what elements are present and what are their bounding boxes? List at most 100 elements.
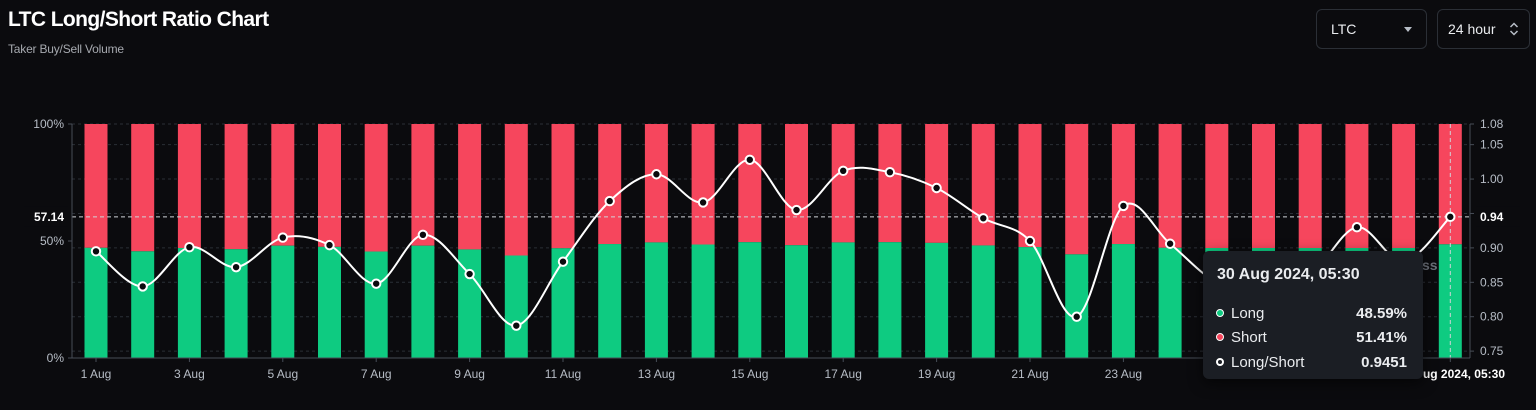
short-bar[interactable] bbox=[785, 124, 808, 246]
short-bar[interactable] bbox=[831, 124, 855, 243]
long-bar[interactable] bbox=[224, 249, 248, 358]
short-bar[interactable] bbox=[1392, 124, 1416, 249]
short-bar[interactable] bbox=[364, 124, 388, 252]
long-bar[interactable] bbox=[831, 242, 855, 358]
tooltip-row-long: Long 48.59% bbox=[1216, 303, 1407, 323]
long-bar[interactable] bbox=[1065, 254, 1089, 358]
x-axis-tick-label: 13 Aug bbox=[638, 367, 675, 381]
left-axis-tick-label: 0% bbox=[47, 351, 65, 365]
ratio-point[interactable] bbox=[931, 182, 942, 194]
ratio-point[interactable] bbox=[1118, 200, 1129, 212]
ratio-point[interactable] bbox=[1071, 311, 1082, 322]
ratio-point[interactable] bbox=[184, 241, 195, 253]
ratio-point[interactable] bbox=[744, 154, 755, 165]
short-bar[interactable] bbox=[84, 124, 108, 248]
short-bar[interactable] bbox=[971, 124, 995, 246]
ratio-point[interactable] bbox=[417, 229, 429, 241]
short-bar[interactable] bbox=[131, 124, 155, 252]
short-bar[interactable] bbox=[691, 124, 715, 245]
ratio-dot-icon bbox=[1216, 358, 1224, 366]
tooltip-ratio-value: 0.9451 bbox=[1361, 353, 1407, 371]
coin-select-value: LTC bbox=[1331, 21, 1357, 37]
long-bar[interactable] bbox=[504, 255, 528, 358]
long-bar[interactable] bbox=[318, 246, 341, 358]
long-bar[interactable] bbox=[131, 251, 155, 358]
ratio-point[interactable] bbox=[511, 320, 522, 331]
short-bar[interactable] bbox=[504, 124, 528, 256]
ratio-point[interactable] bbox=[604, 195, 615, 207]
x-axis-tick-label: 23 Aug bbox=[1105, 367, 1142, 381]
x-axis-tick-label: ug 2024, 05:30 bbox=[1423, 367, 1505, 381]
short-bar[interactable] bbox=[1158, 124, 1182, 248]
short-bar[interactable] bbox=[1205, 124, 1229, 249]
ratio-point[interactable] bbox=[1445, 211, 1456, 223]
ratio-point[interactable] bbox=[277, 232, 288, 243]
ratio-point[interactable] bbox=[1024, 235, 1036, 247]
long-bar[interactable] bbox=[458, 249, 482, 358]
short-bar[interactable] bbox=[1018, 124, 1042, 248]
ratio-point[interactable] bbox=[557, 256, 569, 267]
short-bar[interactable] bbox=[1111, 124, 1135, 245]
short-bar[interactable] bbox=[738, 124, 762, 243]
short-bar[interactable] bbox=[551, 124, 575, 249]
short-bar[interactable] bbox=[271, 124, 295, 246]
long-bar[interactable] bbox=[1158, 247, 1182, 358]
long-bar[interactable] bbox=[878, 242, 902, 358]
long-bar[interactable] bbox=[1018, 247, 1042, 358]
coin-select[interactable]: LTC bbox=[1316, 9, 1427, 49]
ratio-point[interactable] bbox=[884, 166, 896, 178]
long-bar[interactable] bbox=[971, 245, 995, 358]
tooltip-short-value: 51.41% bbox=[1356, 328, 1407, 346]
ratio-point[interactable] bbox=[651, 169, 662, 180]
short-bar[interactable] bbox=[1252, 124, 1275, 249]
short-bar[interactable] bbox=[224, 124, 248, 250]
x-axis-tick-label: 11 Aug bbox=[545, 367, 581, 381]
long-bar[interactable] bbox=[271, 245, 295, 358]
short-bar[interactable] bbox=[878, 124, 902, 243]
period-select[interactable]: 24 hour bbox=[1437, 9, 1530, 49]
long-bar[interactable] bbox=[177, 248, 201, 358]
ratio-point[interactable] bbox=[324, 239, 335, 251]
long-bar[interactable] bbox=[738, 242, 762, 358]
short-bar[interactable] bbox=[411, 124, 435, 246]
short-bar[interactable] bbox=[644, 124, 668, 243]
long-bar[interactable] bbox=[691, 244, 715, 358]
long-bar[interactable] bbox=[364, 251, 388, 358]
ratio-point[interactable] bbox=[1351, 222, 1363, 233]
short-bar[interactable] bbox=[1438, 124, 1462, 245]
short-bar[interactable] bbox=[598, 124, 622, 245]
ratio-point[interactable] bbox=[1164, 238, 1176, 249]
short-bar[interactable] bbox=[318, 124, 341, 247]
short-bar[interactable] bbox=[177, 124, 201, 249]
left-axis-tick-label: 50% bbox=[40, 234, 64, 248]
long-bar[interactable] bbox=[785, 245, 808, 358]
long-bar[interactable] bbox=[84, 247, 108, 358]
long-bar[interactable] bbox=[411, 245, 435, 358]
short-bar[interactable] bbox=[458, 124, 482, 250]
right-axis-tick-label: 0.90 bbox=[1480, 241, 1504, 255]
x-axis-tick-label: 5 Aug bbox=[267, 367, 298, 381]
x-axis-tick-label: 9 Aug bbox=[454, 367, 485, 381]
short-bar[interactable] bbox=[1065, 124, 1089, 255]
long-bar[interactable] bbox=[1111, 244, 1135, 358]
ratio-point[interactable] bbox=[230, 261, 242, 273]
short-bar[interactable] bbox=[1298, 124, 1322, 249]
ratio-point[interactable] bbox=[371, 278, 382, 289]
x-axis-tick-label: 1 Aug bbox=[81, 367, 112, 381]
long-bar[interactable] bbox=[598, 244, 622, 358]
ratio-point[interactable] bbox=[978, 213, 989, 224]
long-bar[interactable] bbox=[644, 242, 668, 358]
ratio-point[interactable] bbox=[137, 281, 148, 292]
ratio-point[interactable] bbox=[697, 197, 709, 208]
ratio-point[interactable] bbox=[90, 246, 102, 257]
ratio-point[interactable] bbox=[791, 204, 802, 216]
sort-updown-icon bbox=[1509, 22, 1519, 36]
long-bar[interactable] bbox=[925, 242, 949, 358]
long-dot-icon bbox=[1216, 309, 1224, 317]
crosshair-right-label: 0.94 bbox=[1476, 206, 1520, 227]
short-dot-icon bbox=[1216, 333, 1224, 341]
tooltip-long-value: 48.59% bbox=[1356, 304, 1407, 322]
long-bar[interactable] bbox=[551, 248, 575, 358]
ratio-point[interactable] bbox=[838, 165, 849, 177]
ratio-point[interactable] bbox=[464, 268, 475, 280]
